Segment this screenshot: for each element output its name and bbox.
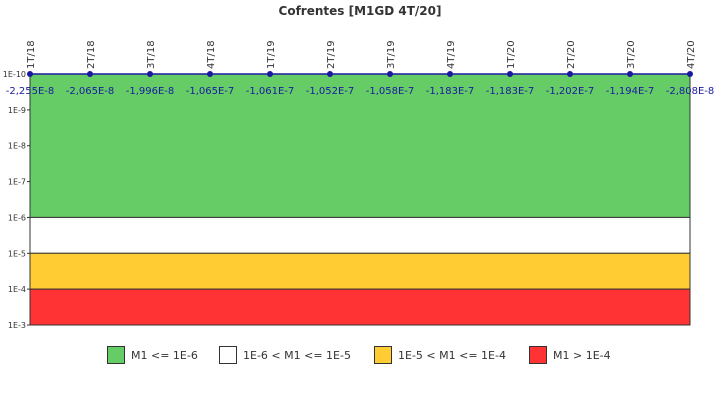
y-tick-label: 1E-6: [8, 213, 26, 222]
data-point: [207, 71, 213, 77]
y-tick-label: 1E-10: [3, 70, 26, 79]
chart-title: Cofrentes [M1GD 4T/20]: [278, 4, 442, 18]
data-point: [147, 71, 153, 77]
legend-swatch-green: [107, 346, 125, 364]
data-label: -1,061E-7: [246, 86, 295, 97]
data-point: [387, 71, 393, 77]
data-label: -1,202E-7: [546, 86, 595, 97]
data-point: [87, 71, 93, 77]
band-1: [29, 216, 691, 254]
data-point: [627, 71, 633, 77]
data-point: [447, 71, 453, 77]
data-point: [327, 71, 333, 77]
legend-label-green: M1 <= 1E-6: [131, 348, 198, 362]
y-tick-label: 1E-5: [8, 249, 26, 258]
data-label: -2,065E-8: [66, 86, 115, 97]
x-tick-label: 4T/18: [206, 40, 217, 69]
data-label: -1,058E-7: [366, 86, 415, 97]
y-tick-label: 1E-9: [8, 106, 26, 115]
y-tick-label: 1E-4: [8, 285, 26, 294]
y-tick-label: 1E-3: [8, 321, 26, 330]
legend-label-red: M1 > 1E-4: [553, 348, 611, 362]
y-tick-label: 1E-7: [8, 178, 26, 187]
data-label: -2,255E-8: [6, 86, 55, 97]
legend-item-green: M1 <= 1E-6: [107, 344, 198, 366]
data-label: -1,052E-7: [306, 86, 355, 97]
legend-label-yellow: 1E-5 < M1 <= 1E-4: [398, 348, 506, 362]
data-label: -2,808E-8: [666, 86, 715, 97]
x-tick-label: 2T/18: [86, 40, 97, 69]
x-tick-label: 3T/19: [386, 40, 397, 69]
x-tick-label: 1T/19: [266, 40, 277, 69]
x-tick-label: 3T/18: [146, 40, 157, 69]
legend-swatch-yellow: [374, 346, 392, 364]
data-label: -1,183E-7: [486, 86, 535, 97]
data-point: [687, 71, 693, 77]
x-tick-label: 4T/20: [686, 40, 697, 69]
x-tick-label: 3T/20: [626, 40, 637, 69]
data-point: [267, 71, 273, 77]
band-3: [29, 288, 691, 326]
data-label: -1,194E-7: [606, 86, 655, 97]
legend-item-white: 1E-6 < M1 <= 1E-5: [219, 344, 351, 366]
legend-label-white: 1E-6 < M1 <= 1E-5: [243, 348, 351, 362]
data-point: [27, 71, 33, 77]
x-tick-label: 1T/18: [26, 40, 37, 69]
chart-legend: M1 <= 1E-6 1E-6 < M1 <= 1E-5 1E-5 < M1 <…: [0, 344, 720, 368]
data-point: [567, 71, 573, 77]
legend-item-red: M1 > 1E-4: [529, 344, 611, 366]
x-tick-label: 2T/20: [566, 40, 577, 69]
x-tick-label: 1T/20: [506, 40, 517, 69]
x-tick-label: 2T/19: [326, 40, 337, 69]
data-point: [507, 71, 513, 77]
data-label: -1,996E-8: [126, 86, 175, 97]
legend-swatch-red: [529, 346, 547, 364]
y-tick-label: 1E-8: [8, 142, 26, 151]
legend-swatch-white: [219, 346, 237, 364]
band-2: [29, 252, 691, 290]
legend-item-yellow: 1E-5 < M1 <= 1E-4: [374, 344, 506, 366]
data-label: -1,183E-7: [426, 86, 475, 97]
x-tick-label: 4T/19: [446, 40, 457, 69]
data-label: -1,065E-7: [186, 86, 235, 97]
